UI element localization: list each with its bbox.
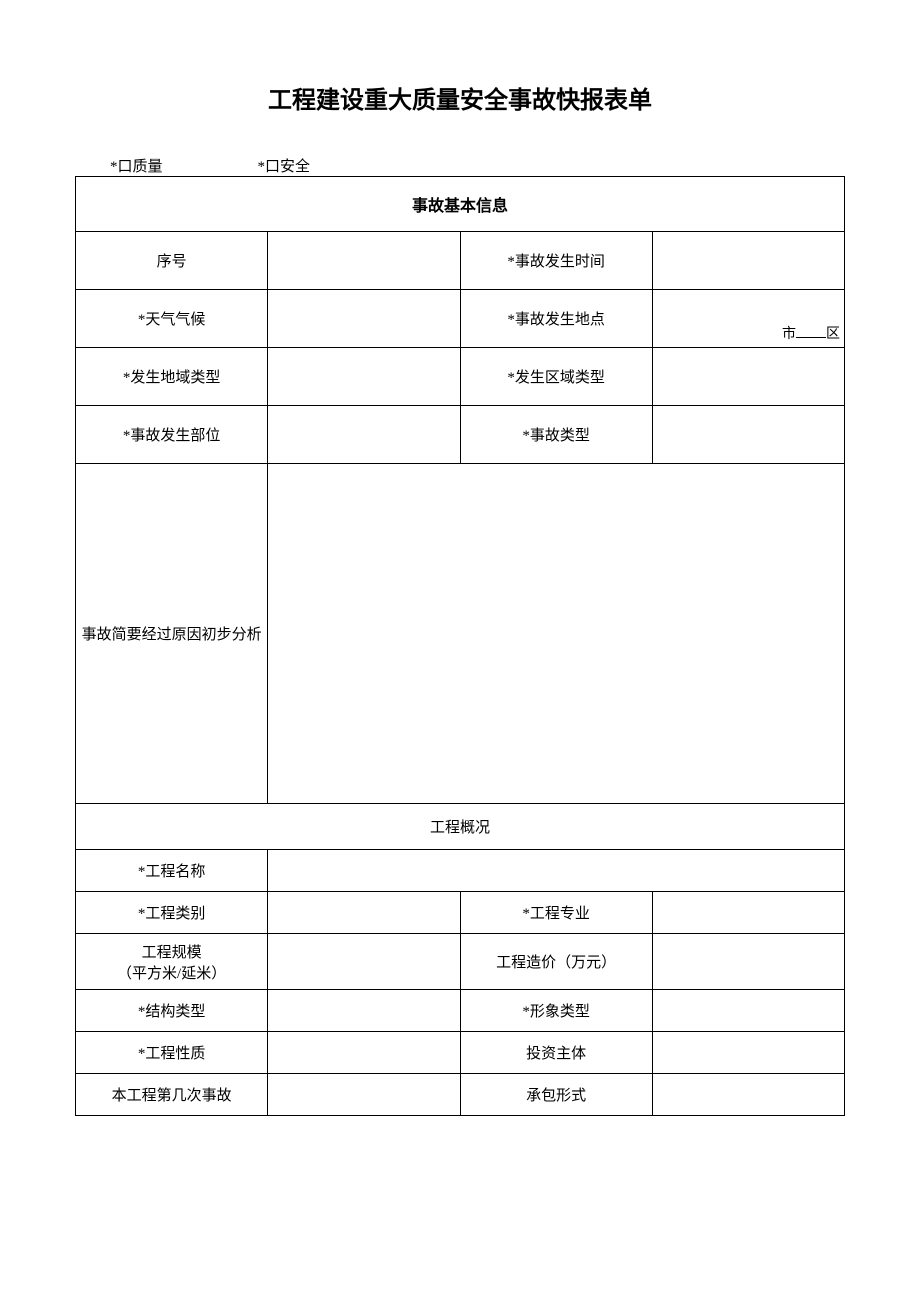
label-project-cost: 工程造价（万元） [460, 934, 652, 990]
value-accident-type[interactable] [652, 406, 844, 464]
label-structure-type: *结构类型 [76, 990, 268, 1032]
label-geo-type: *发生地域类型 [76, 348, 268, 406]
value-project-name[interactable] [268, 850, 845, 892]
checkbox-row: *口质量 *口安全 [75, 155, 845, 176]
value-accident-location[interactable]: 市区 [652, 290, 844, 348]
label-project-scale: 工程规模 （平方米/延米） [76, 934, 268, 990]
label-accident-type: *事故类型 [460, 406, 652, 464]
value-project-specialty[interactable] [652, 892, 844, 934]
section-header-basic-info: 事故基本信息 [76, 177, 845, 232]
value-accident-part[interactable] [268, 406, 460, 464]
loc-city-label: 市 [782, 327, 796, 342]
label-accident-part: *事故发生部位 [76, 406, 268, 464]
value-project-cost[interactable] [652, 934, 844, 990]
label-project-name: *工程名称 [76, 850, 268, 892]
value-accident-analysis[interactable] [268, 464, 845, 804]
value-area-type[interactable] [652, 348, 844, 406]
label-accident-analysis: 事故简要经过原因初步分析 [76, 464, 268, 804]
value-project-scale[interactable] [268, 934, 460, 990]
loc-district-label: 区 [826, 327, 840, 342]
value-seq-no[interactable] [268, 232, 460, 290]
value-weather[interactable] [268, 290, 460, 348]
label-contract-form: 承包形式 [460, 1074, 652, 1116]
loc-city-blank[interactable] [796, 324, 826, 338]
label-accident-location: *事故发生地点 [460, 290, 652, 348]
label-weather: *天气气候 [76, 290, 268, 348]
checkbox-quality[interactable]: *口质量 [110, 155, 163, 176]
label-seq-no: 序号 [76, 232, 268, 290]
value-structure-type[interactable] [268, 990, 460, 1032]
value-project-nature[interactable] [268, 1032, 460, 1074]
label-investment-subject: 投资主体 [460, 1032, 652, 1074]
form-table: 事故基本信息 序号 *事故发生时间 *天气气候 *事故发生地点 市区 *发生地域… [75, 176, 845, 1116]
label-project-specialty: *工程专业 [460, 892, 652, 934]
label-accident-time: *事故发生时间 [460, 232, 652, 290]
value-geo-type[interactable] [268, 348, 460, 406]
label-project-scale-line2: （平方米/延米） [117, 966, 226, 982]
value-project-category[interactable] [268, 892, 460, 934]
label-accident-count: 本工程第几次事故 [76, 1074, 268, 1116]
label-image-type: *形象类型 [460, 990, 652, 1032]
value-accident-time[interactable] [652, 232, 844, 290]
label-project-category: *工程类别 [76, 892, 268, 934]
label-project-scale-line1: 工程规模 [142, 945, 202, 961]
label-area-type: *发生区域类型 [460, 348, 652, 406]
value-contract-form[interactable] [652, 1074, 844, 1116]
value-accident-count[interactable] [268, 1074, 460, 1116]
checkbox-safety[interactable]: *口安全 [258, 155, 311, 176]
value-image-type[interactable] [652, 990, 844, 1032]
value-investment-subject[interactable] [652, 1032, 844, 1074]
section-header-project-overview: 工程概况 [76, 804, 845, 850]
page-title: 工程建设重大质量安全事故快报表单 [75, 80, 845, 115]
label-project-nature: *工程性质 [76, 1032, 268, 1074]
